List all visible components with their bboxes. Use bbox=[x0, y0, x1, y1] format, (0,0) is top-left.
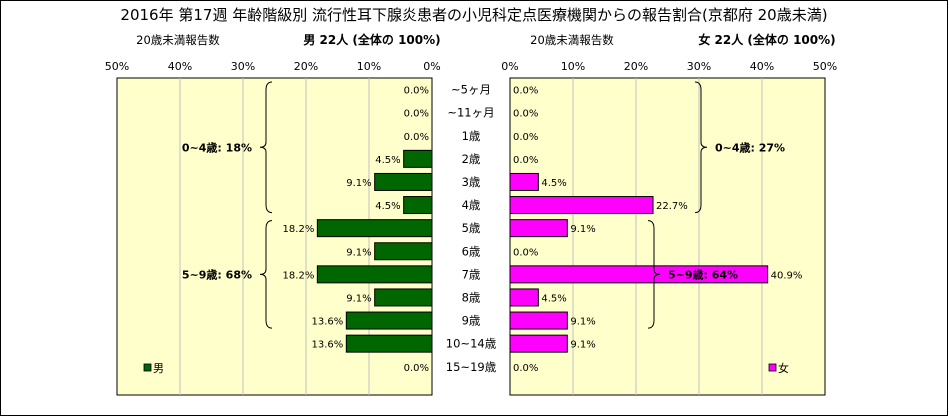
female-tick-label: 30% bbox=[687, 60, 711, 73]
female-group-annotation: 5~9歳: 64% bbox=[668, 267, 738, 281]
female-gridlines bbox=[572, 78, 763, 395]
right-subheader: 20歳未満報告数 bbox=[530, 33, 614, 47]
legend-male-swatch bbox=[143, 363, 152, 372]
female-data-label: 0.0% bbox=[513, 86, 538, 97]
group-brace bbox=[647, 220, 661, 329]
axis-ticks: 0% 0% 10% 10% 20% 20% 30% 30% 40% 40% 50% 50% bbox=[105, 60, 837, 73]
male-tick-label: 40% bbox=[168, 60, 192, 73]
category-label: 3歳 bbox=[462, 175, 481, 189]
male-data-label: 13.6% bbox=[312, 340, 344, 351]
male-tick-label: 30% bbox=[231, 60, 255, 73]
female-data-label: 0.0% bbox=[513, 155, 538, 166]
chart-title: 2016年 第17週 年齢階級別 流行性耳下腺炎患者の小児科定点医療機関からの報… bbox=[120, 6, 827, 24]
group-brace bbox=[694, 81, 708, 214]
category-labels: ~5ヶ月 ~11ヶ月 1歳 2歳 3歳 4歳 5歳 6歳 7歳 8歳 9歳 10~14歳 15~19歳 bbox=[446, 83, 497, 374]
male-data-label: 0.0% bbox=[404, 86, 429, 97]
category-label: 6歳 bbox=[462, 244, 481, 258]
male-data-label: 9.1% bbox=[346, 178, 371, 189]
male-tick-label: 10% bbox=[357, 60, 381, 73]
male-bar bbox=[345, 311, 433, 330]
legend-female-swatch bbox=[768, 363, 777, 372]
male-bar bbox=[345, 334, 433, 353]
male-data-label: 0.0% bbox=[404, 132, 429, 143]
male-bar bbox=[374, 242, 433, 261]
female-data-label: 4.5% bbox=[541, 178, 566, 189]
male-data-label: 0.0% bbox=[404, 363, 429, 374]
female-group-annotation: 0~4歳: 27% bbox=[715, 140, 785, 154]
male-tick-label: 0% bbox=[423, 60, 440, 73]
group-braces: 0~4歳: 18% 5~9歳: 68% 0~4歳: 27% 5~9歳: 64% bbox=[182, 81, 785, 329]
male-bar bbox=[403, 196, 433, 215]
category-label: ~11ヶ月 bbox=[447, 106, 494, 120]
category-label: 15~19歳 bbox=[446, 360, 497, 374]
female-tick-label: 10% bbox=[561, 60, 585, 73]
male-data-label: 9.1% bbox=[346, 293, 371, 304]
male-data-label: 9.1% bbox=[346, 247, 371, 258]
female-tick-label: 40% bbox=[750, 60, 774, 73]
male-data-label: 4.5% bbox=[375, 155, 400, 166]
male-group-annotation: 0~4歳: 18% bbox=[182, 140, 252, 154]
data-labels: 0.0% 0.0% 0.0% 0.0% 0.0% 0.0% 4.5% 0.0% 9.1% 4.5%… bbox=[283, 86, 803, 374]
female-bar bbox=[509, 172, 539, 191]
female-data-label: 0.0% bbox=[513, 109, 538, 120]
male-bar bbox=[316, 219, 433, 238]
female-data-label: 0.0% bbox=[513, 132, 538, 143]
female-bar bbox=[509, 196, 654, 215]
category-label: 1歳 bbox=[462, 129, 481, 143]
female-data-label: 40.9% bbox=[771, 270, 803, 281]
category-label: 5歳 bbox=[462, 221, 481, 235]
female-data-label: 9.1% bbox=[570, 340, 595, 351]
female-data-label: 9.1% bbox=[570, 224, 595, 235]
female-bar bbox=[509, 265, 769, 284]
female-data-label: 0.0% bbox=[513, 363, 538, 374]
male-data-label: 0.0% bbox=[404, 109, 429, 120]
bars bbox=[316, 149, 769, 353]
category-label: 10~14歳 bbox=[446, 337, 497, 351]
male-data-label: 18.2% bbox=[283, 270, 315, 281]
male-data-label: 18.2% bbox=[283, 224, 315, 235]
right-header: 女 22人 (全体の 100%) bbox=[698, 32, 835, 47]
group-brace bbox=[259, 81, 273, 214]
left-subheader: 20歳未満報告数 bbox=[136, 33, 220, 47]
male-tick-label: 20% bbox=[294, 60, 318, 73]
female-data-label: 0.0% bbox=[513, 247, 538, 258]
male-bar bbox=[374, 172, 433, 191]
category-label: 9歳 bbox=[462, 314, 481, 328]
group-brace bbox=[259, 220, 273, 329]
male-bar bbox=[374, 288, 433, 307]
category-label: 4歳 bbox=[462, 198, 481, 212]
category-label: 8歳 bbox=[462, 290, 481, 304]
male-bar bbox=[403, 149, 433, 168]
female-tick-label: 20% bbox=[624, 60, 648, 73]
female-data-label: 22.7% bbox=[656, 201, 688, 212]
left-header: 男 22人 (全体の 100%) bbox=[303, 32, 440, 47]
female-bar bbox=[509, 311, 568, 330]
female-bar bbox=[509, 219, 568, 238]
legend-female-label: 女 bbox=[778, 361, 789, 375]
female-data-label: 4.5% bbox=[541, 293, 566, 304]
female-bar bbox=[509, 288, 539, 307]
female-data-label: 9.1% bbox=[570, 317, 595, 328]
category-label: 7歳 bbox=[462, 267, 481, 281]
male-tick-label: 50% bbox=[105, 60, 129, 73]
male-data-label: 13.6% bbox=[312, 317, 344, 328]
female-tick-label: 0% bbox=[501, 60, 518, 73]
male-group-annotation: 5~9歳: 68% bbox=[182, 267, 252, 281]
legend-male-label: 男 bbox=[153, 362, 164, 375]
category-label: 2歳 bbox=[462, 152, 481, 166]
female-bar bbox=[509, 334, 568, 353]
male-bar bbox=[316, 265, 433, 284]
female-tick-label: 50% bbox=[813, 60, 837, 73]
category-label: ~5ヶ月 bbox=[451, 83, 491, 97]
male-data-label: 4.5% bbox=[375, 201, 400, 212]
